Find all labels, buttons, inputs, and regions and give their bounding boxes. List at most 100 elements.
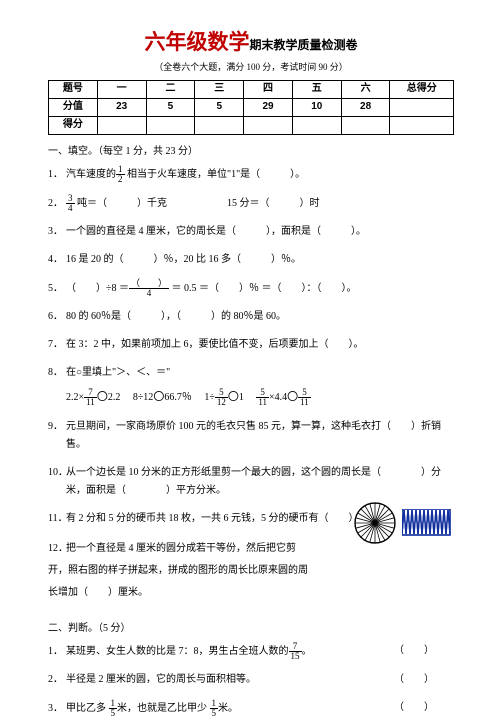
cell xyxy=(341,116,390,134)
q-num: 2． xyxy=(48,671,66,689)
blank-paren: （ ） xyxy=(412,699,434,717)
page-title: 六年级数学期末教学质量检测卷 xyxy=(48,28,454,57)
title-main: 六年级数学 xyxy=(144,31,249,54)
text: 某班男、女生人数的比是 7：8，男生占全班人数的 xyxy=(66,646,289,657)
cell xyxy=(195,116,244,134)
text: 66.7％ xyxy=(164,392,192,403)
text: 在○里填上"＞、＜、＝" xyxy=(66,367,170,378)
table-row: 分值 23 5 5 29 10 28 xyxy=(49,98,454,116)
cell: 得分 xyxy=(49,116,98,134)
cell: 三 xyxy=(195,80,244,98)
text: 2.2× xyxy=(66,392,84,403)
cell xyxy=(244,116,293,134)
circle-blank: 〇 xyxy=(287,391,298,403)
q-num: 2． xyxy=(48,195,66,213)
subtitle: （全卷六个大题，满分 100 分，考试时间 90 分） xyxy=(48,61,454,74)
text: 一个圆的直径是 4 厘米，它的周长是（ ），面积是（ ）。 xyxy=(66,226,366,237)
text: 8÷12 xyxy=(133,392,154,403)
q-num: 8． xyxy=(48,364,66,382)
question-2: 2．34 吨＝（ ）千克15 分＝（ ）时 xyxy=(48,194,454,213)
text: 开，照右图的样子拼起来，拼成的图形的周长比原来圆的周 xyxy=(48,560,308,582)
question-6: 6．80 的 60％是（ ），（ ）的 80％是 60。 xyxy=(48,308,454,326)
fraction: 15 xyxy=(109,699,118,718)
circle-blank: 〇 xyxy=(228,391,239,403)
circle-blank: 〇 xyxy=(153,391,164,403)
question-7: 7．在 3：2 中，如果前项加上 6，要使比值不变，后项要加上（ ）。 xyxy=(48,336,454,354)
question-8: 8．在○里填上"＞、＜、＝" xyxy=(48,364,454,382)
fraction: 511 xyxy=(256,388,269,407)
cell: 5 xyxy=(195,98,244,116)
question-4: 4．16 是 20 的（ ）％，20 比 16 多（ ）％。 xyxy=(48,251,454,269)
cell xyxy=(146,116,195,134)
text: 相当于火车速度，单位"1"是（ ）。 xyxy=(125,169,306,180)
circle-blank: 〇 xyxy=(97,391,108,403)
text: 汽车速度的 xyxy=(66,169,116,180)
blank-paren: （ ） xyxy=(412,642,434,660)
text: 长增加（ ）厘米。 xyxy=(48,582,148,604)
text: 1 xyxy=(239,392,244,403)
text: 16 是 20 的（ ）％，20 比 16 多（ ）％。 xyxy=(66,254,301,265)
cell: 23 xyxy=(97,98,146,116)
question-5: 5．（ ）÷8 ＝（ ）4 ＝ 0.5 ＝（ ）％ ＝（ ）：（ ）。 xyxy=(48,279,454,298)
text: 半径是 2 厘米的圆，它的周长与面积相等。 xyxy=(66,674,256,685)
section-2-heading: 二、判断。（5 分） xyxy=(48,622,454,636)
cell: 总得分 xyxy=(390,80,454,98)
text: 从一个边长是 10 分米的正方形纸里剪一个最大的圆，这个圆的周长是（ ）分米，面… xyxy=(66,467,441,496)
text: 甲比乙多 xyxy=(66,703,109,714)
q-num: 5． xyxy=(48,280,66,298)
text: 吨＝（ ）千克 xyxy=(75,198,168,209)
circle-sectors-icon xyxy=(354,502,396,544)
fraction: 15 xyxy=(210,699,219,718)
judge-2: 2．半径是 2 厘米的圆，它的周长与面积相等。 （ ） xyxy=(48,671,454,689)
q-num: 1． xyxy=(48,643,66,661)
q-num: 12． xyxy=(48,538,66,560)
fraction: 511 xyxy=(298,388,311,407)
cell: 分值 xyxy=(49,98,98,116)
q-num: 7． xyxy=(48,336,66,354)
cell: 二 xyxy=(146,80,195,98)
fraction: （ ）4 xyxy=(129,279,169,298)
judge-3: 3．甲比乙多 15米，也就是乙比甲少 15米。 （ ） xyxy=(48,699,454,718)
q-num: 9． xyxy=(48,418,66,436)
q-num: 10． xyxy=(48,464,66,482)
question-9: 9．元旦期间，一家商场原价 100 元的毛衣只售 85 元，算一算，这种毛衣打（… xyxy=(48,418,454,454)
text: ×4.4 xyxy=(269,392,287,403)
text: 米，也就是乙比甲少 xyxy=(117,703,210,714)
text: 米。 xyxy=(218,703,238,714)
cell: 29 xyxy=(244,98,293,116)
question-1: 1．汽车速度的12 相当于火车速度，单位"1"是（ ）。 xyxy=(48,165,454,184)
question-10: 10．从一个边长是 10 分米的正方形纸里剪一个最大的圆，这个圆的周长是（ ）分… xyxy=(48,464,454,500)
text: 1÷ xyxy=(204,392,215,403)
rect-zigzag-icon xyxy=(402,509,452,537)
fraction: 715 xyxy=(289,642,302,661)
cell: 5 xyxy=(146,98,195,116)
fraction: 512 xyxy=(215,388,228,407)
fraction: 12 xyxy=(116,165,125,184)
text: 80 的 60％是（ ），（ ）的 80％是 60。 xyxy=(66,311,286,322)
cell: 题号 xyxy=(49,80,98,98)
question-8-expr: 2.2×711〇2.2 8÷12〇66.7％ 1÷512〇1 511×4.4〇5… xyxy=(48,386,454,408)
cell xyxy=(390,116,454,134)
q-num: 3． xyxy=(48,700,66,718)
q-num: 1． xyxy=(48,166,66,184)
blank-paren: （ ） xyxy=(412,671,434,689)
figure-wrap xyxy=(354,502,452,544)
text: ＝ 0.5 ＝（ ）％ ＝（ ）：（ ）。 xyxy=(169,283,357,294)
table-row: 得分 xyxy=(49,116,454,134)
section-1-heading: 一、填空。（每空 1 分，共 23 分） xyxy=(48,145,454,159)
text: 元旦期间，一家商场原价 100 元的毛衣只售 85 元，算一算，这种毛衣打（ ）… xyxy=(66,421,441,450)
cell: 28 xyxy=(341,98,390,116)
q-num: 3． xyxy=(48,223,66,241)
question-12: 12．把一个直径是 4 厘米的圆分成若干等份，然后把它剪 开，照右图的样子拼起来… xyxy=(48,538,454,604)
text: （ ）÷8 ＝ xyxy=(66,283,129,294)
text: 。 xyxy=(302,646,312,657)
text: 把一个直径是 4 厘米的圆分成若干等份，然后把它剪 xyxy=(66,543,296,554)
cell: 一 xyxy=(97,80,146,98)
question-3: 3．一个圆的直径是 4 厘米，它的周长是（ ），面积是（ ）。 xyxy=(48,223,454,241)
q-num: 11． xyxy=(48,510,66,528)
score-table: 题号 一 二 三 四 五 六 总得分 分值 23 5 5 29 10 28 得分 xyxy=(48,80,454,135)
cell xyxy=(97,116,146,134)
fraction: 711 xyxy=(84,388,97,407)
cell: 五 xyxy=(292,80,341,98)
fraction: 34 xyxy=(66,194,75,213)
